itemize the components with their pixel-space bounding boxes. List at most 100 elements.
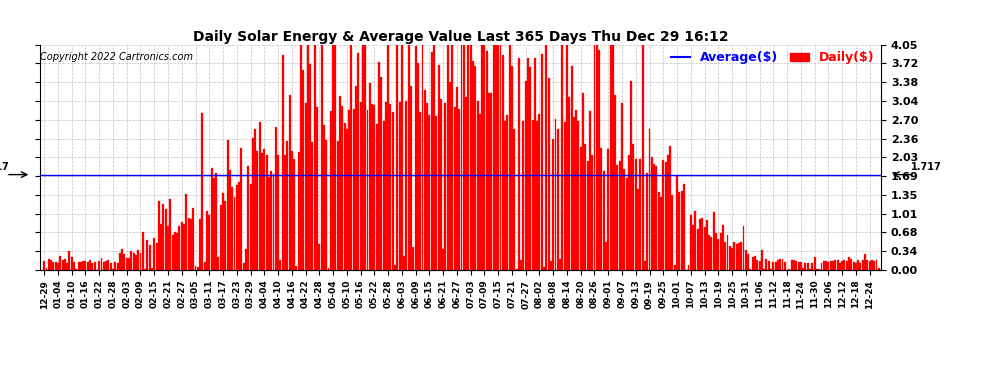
Bar bbox=[98, 261, 100, 270]
Bar bbox=[50, 260, 52, 270]
Bar bbox=[539, 114, 541, 270]
Bar bbox=[598, 50, 600, 270]
Bar bbox=[568, 97, 570, 270]
Bar bbox=[112, 268, 114, 270]
Bar bbox=[415, 46, 417, 270]
Bar bbox=[653, 164, 655, 270]
Bar bbox=[493, 45, 495, 270]
Bar bbox=[408, 45, 410, 270]
Bar bbox=[848, 256, 850, 270]
Bar bbox=[451, 45, 453, 270]
Bar bbox=[151, 268, 152, 270]
Bar bbox=[554, 119, 556, 270]
Bar bbox=[483, 45, 485, 270]
Bar bbox=[399, 102, 401, 270]
Bar bbox=[220, 206, 222, 270]
Bar bbox=[566, 45, 568, 270]
Bar bbox=[82, 261, 84, 270]
Bar bbox=[635, 159, 637, 270]
Bar bbox=[469, 45, 471, 270]
Bar bbox=[192, 208, 194, 270]
Bar bbox=[364, 45, 366, 270]
Bar bbox=[378, 62, 380, 270]
Bar bbox=[288, 96, 290, 270]
Bar bbox=[222, 193, 224, 270]
Bar bbox=[251, 138, 253, 270]
Bar bbox=[332, 45, 334, 270]
Bar bbox=[561, 45, 563, 270]
Bar bbox=[84, 261, 86, 270]
Bar bbox=[419, 111, 421, 270]
Bar bbox=[582, 93, 584, 270]
Bar bbox=[206, 211, 208, 270]
Bar bbox=[830, 261, 832, 270]
Bar bbox=[197, 267, 199, 270]
Text: 1.717: 1.717 bbox=[911, 162, 941, 172]
Bar bbox=[596, 45, 598, 270]
Bar bbox=[316, 107, 318, 270]
Bar bbox=[545, 45, 547, 270]
Bar bbox=[94, 262, 96, 270]
Bar bbox=[861, 260, 863, 270]
Bar bbox=[621, 103, 623, 270]
Bar bbox=[215, 173, 217, 270]
Bar bbox=[373, 105, 375, 270]
Bar bbox=[126, 258, 128, 270]
Bar bbox=[669, 146, 671, 270]
Bar bbox=[307, 45, 309, 270]
Bar bbox=[380, 77, 382, 270]
Bar bbox=[302, 70, 304, 270]
Bar bbox=[816, 269, 818, 270]
Bar bbox=[563, 122, 565, 270]
Bar bbox=[431, 52, 433, 270]
Bar bbox=[462, 45, 464, 270]
Bar bbox=[594, 45, 595, 270]
Bar bbox=[681, 190, 682, 270]
Bar bbox=[497, 45, 499, 270]
Bar bbox=[46, 268, 48, 270]
Bar bbox=[805, 263, 807, 270]
Bar bbox=[763, 269, 765, 270]
Bar bbox=[541, 54, 543, 270]
Bar bbox=[119, 252, 121, 270]
Bar bbox=[199, 219, 201, 270]
Bar bbox=[326, 140, 327, 270]
Bar bbox=[523, 121, 525, 270]
Bar bbox=[181, 222, 183, 270]
Bar bbox=[176, 233, 178, 270]
Bar bbox=[607, 149, 609, 270]
Bar bbox=[638, 189, 639, 270]
Legend: Average($), Daily($): Average($), Daily($) bbox=[671, 51, 875, 64]
Bar bbox=[387, 45, 389, 270]
Bar bbox=[61, 260, 63, 270]
Bar bbox=[550, 261, 551, 270]
Bar bbox=[241, 148, 243, 270]
Bar bbox=[624, 168, 626, 270]
Bar bbox=[433, 45, 435, 270]
Bar bbox=[89, 260, 91, 270]
Bar bbox=[344, 123, 346, 270]
Bar bbox=[556, 129, 558, 270]
Bar bbox=[87, 262, 89, 270]
Bar bbox=[121, 249, 123, 270]
Bar bbox=[793, 260, 795, 270]
Bar bbox=[208, 215, 210, 270]
Bar bbox=[600, 148, 602, 270]
Bar bbox=[770, 269, 772, 270]
Bar bbox=[866, 260, 868, 270]
Bar bbox=[640, 159, 642, 270]
Bar bbox=[249, 184, 251, 270]
Bar bbox=[660, 196, 662, 270]
Bar bbox=[155, 243, 157, 270]
Bar bbox=[460, 45, 462, 270]
Bar bbox=[117, 263, 119, 270]
Bar bbox=[509, 45, 511, 270]
Bar bbox=[66, 263, 68, 270]
Bar bbox=[394, 265, 396, 270]
Bar bbox=[544, 267, 545, 270]
Bar bbox=[486, 51, 488, 270]
Bar bbox=[747, 254, 749, 270]
Bar bbox=[706, 219, 708, 270]
Bar bbox=[148, 245, 150, 270]
Bar bbox=[875, 260, 877, 270]
